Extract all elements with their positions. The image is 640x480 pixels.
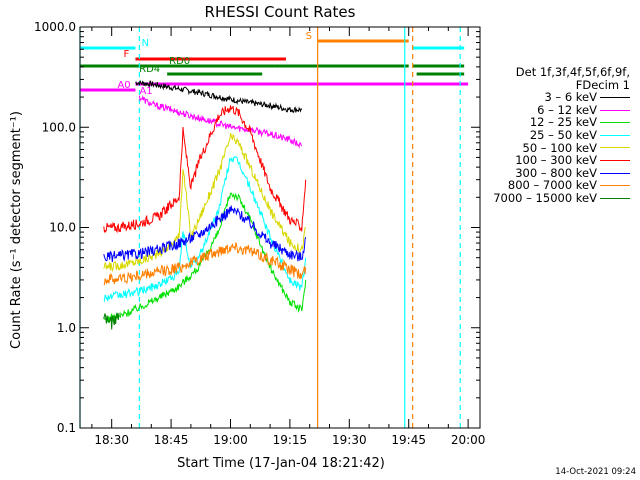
legend-header-line-2: FDecim 1 [575,77,630,92]
legend-swatch [600,197,630,199]
legend-swatch [600,122,630,124]
legend-entry-label: 12 – 25 keV [529,115,597,130]
series-line [103,241,307,286]
legend-entry: 12 – 25 keV [482,116,630,129]
x-tick-label: 18:45 [154,433,189,447]
legend-entry: 3 – 6 keV [482,91,630,104]
series-line [103,205,307,263]
legend-swatch [600,147,630,149]
legend-swatch [600,185,630,187]
legend-entry: 100 – 300 keV [482,154,630,167]
legend-entry-label: 3 – 6 keV [544,90,597,105]
legend-entry: 800 – 7000 keV [482,179,630,192]
chart-title: RHESSI Count Rates [205,3,356,21]
state-label-f: F [123,49,129,60]
legend: Det 1f,3f,4f,5f,6f,9f, FDecim 1 3 – 6 ke… [482,66,630,205]
series-line [103,132,306,273]
x-tick-label: 19:15 [273,433,308,447]
series-line [138,95,303,149]
legend-swatch [600,96,630,98]
x-tick-label: 20:00 [451,433,486,447]
y-tick-label: 10.0 [49,221,76,235]
x-tick-label: 19:45 [391,433,426,447]
legend-swatch [600,159,630,161]
legend-entry-label: 300 – 800 keV [515,165,597,180]
series-line [103,312,120,330]
state-label-a1: A1 [139,86,152,97]
y-tick-label: 100.0 [42,120,76,134]
state-label-a0: A0 [117,80,130,91]
legend-swatch [600,172,630,174]
state-label-rd4: RD4 [139,64,160,75]
legend-entry-label: 25 – 50 keV [529,127,597,142]
legend-header-line-1: Det 1f,3f,4f,5f,6f,9f, [515,65,630,79]
y-tick-label: 0.1 [57,421,76,435]
y-tick-label: 1000.0 [34,20,76,34]
legend-entry-label: 800 – 7000 keV [507,178,597,193]
x-axis-label: Start Time (17-Jan-04 18:21:42) [177,456,385,471]
legend-entry-label: 7000 – 15000 keV [493,190,597,205]
state-label-n: N [141,38,148,49]
footer-timestamp: 14-Oct-2021 09:24 [555,467,636,477]
series-line [103,105,307,234]
x-tick-label: 19:00 [213,433,248,447]
legend-entry: 50 – 100 keV [482,140,630,155]
legend-entry: 300 – 800 keV [482,167,630,180]
legend-swatch [600,134,630,136]
legend-entry-label: 6 – 12 keV [537,102,597,117]
legend-entry: 7000 – 15000 keV [482,192,630,205]
legend-entry: 6 – 12 keV [482,104,630,117]
x-tick-label: 19:30 [332,433,367,447]
x-tick-label: 18:30 [94,433,129,447]
legend-entry-label: 100 – 300 keV [515,153,597,168]
state-label-rd0: RD0 [169,56,190,67]
series-line [135,80,303,114]
state-label-s: S [306,31,312,42]
legend-swatch [600,109,630,111]
y-tick-label: 1.0 [57,321,76,335]
legend-entry-label: 50 – 100 keV [522,140,598,155]
legend-entry: 25 – 50 keV [482,129,630,142]
y-axis-label: Count Rate (s⁻¹ detector segment⁻¹) [9,111,24,349]
